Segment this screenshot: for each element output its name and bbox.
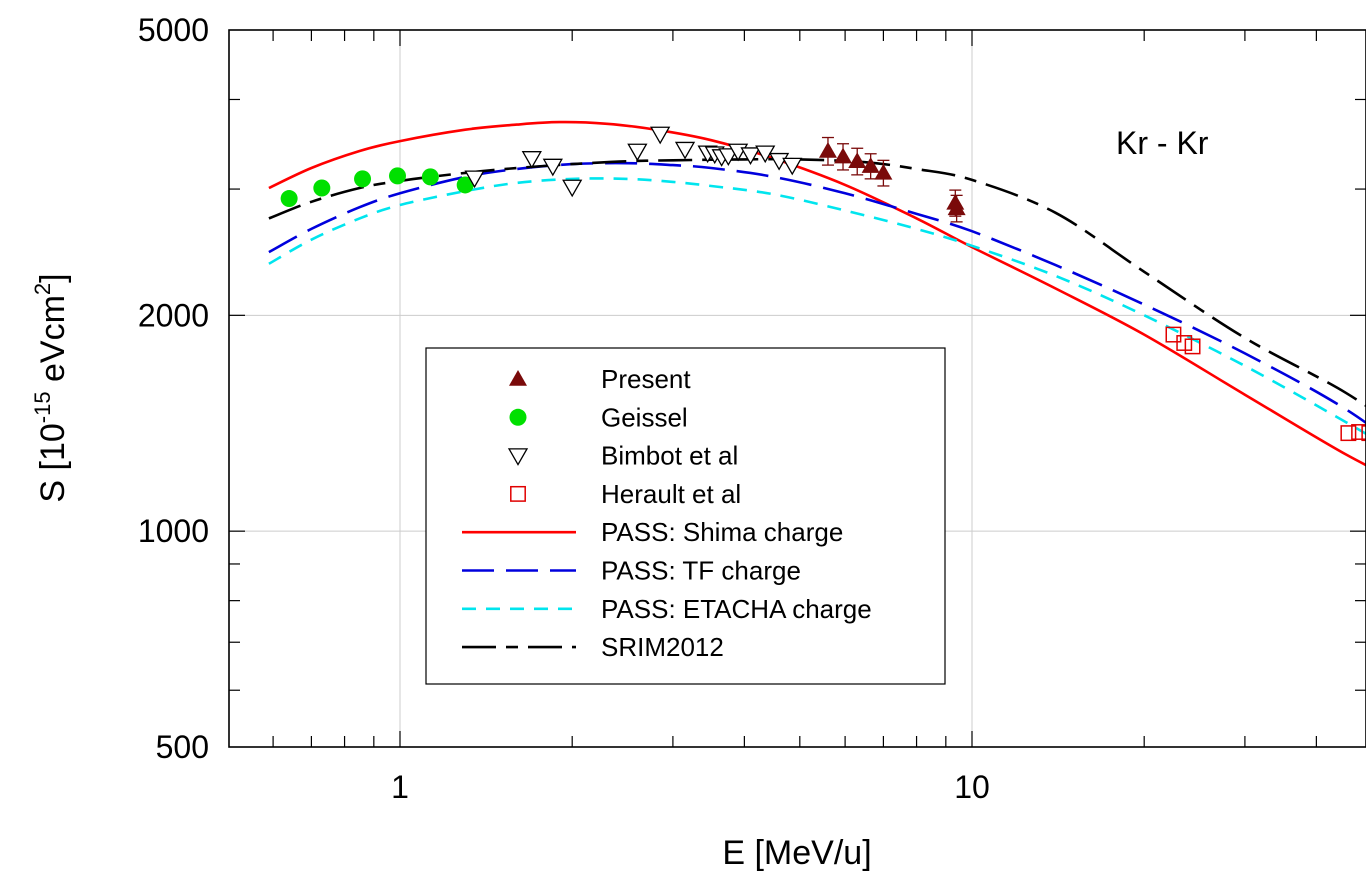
y-tick-label: 1000 [138, 513, 209, 549]
x-tick-label: 1 [391, 769, 409, 805]
legend-label-herault-et-al: Herault et al [601, 479, 741, 509]
data-point-herault-et-al [1361, 425, 1366, 442]
legend-marker-herault-et-al [510, 485, 526, 502]
data-point-present [861, 157, 880, 173]
minor-ticks [229, 30, 1366, 747]
data-point-geissel [421, 168, 439, 186]
data-point-geissel [354, 170, 372, 188]
data-point-present [818, 142, 837, 158]
legend-label-pass-shima-charge: PASS: Shima charge [601, 517, 843, 547]
plot-frame [228, 29, 1366, 748]
data-point-bimbot-et-al [650, 126, 671, 145]
y-tick-label: 5000 [138, 12, 209, 48]
legend-label-geissel: Geissel [601, 402, 688, 432]
data-point-geissel [313, 179, 331, 197]
data-point-geissel [389, 167, 407, 185]
legend-label-pass-tf-charge: PASS: TF charge [601, 556, 801, 586]
chart-annotation: Kr - Kr [1116, 125, 1209, 161]
data-point-geissel [280, 190, 298, 208]
data-point-geissel [456, 176, 474, 194]
legend-marker-present [509, 370, 527, 386]
data-point-bimbot-et-al [521, 151, 542, 169]
data-point-herault-et-al [1351, 424, 1366, 440]
legend-label-srim2012: SRIM2012 [601, 632, 724, 662]
data-point-present [874, 163, 893, 180]
legend-box [425, 347, 946, 685]
tick-labels: 1 10 500 1000 2000 5000 [138, 12, 990, 805]
data-point-present [848, 152, 867, 169]
data-point-present [947, 199, 966, 216]
x-axis-title: E [MeV/u] [722, 834, 871, 872]
legend-label-pass-etacha-charge: PASS: ETACHA charge [601, 594, 872, 624]
data-point-bimbot-et-al [674, 141, 696, 160]
data-point-herault-et-al [1165, 326, 1182, 343]
y-tick-label: 500 [156, 729, 209, 765]
legend-marker-geissel [509, 408, 527, 426]
series-line-pass-tf-charge [268, 161, 1366, 425]
data-point-present [834, 147, 853, 164]
data-point-bimbot-et-al [740, 147, 761, 166]
data-point-bimbot-et-al [782, 157, 803, 176]
data-point-bimbot-et-al [627, 143, 648, 162]
series-layer [268, 120, 1366, 467]
data-point-bimbot-et-al [768, 152, 790, 171]
legend-marker-bimbot-et-al [507, 448, 529, 466]
series-line-pass-etacha-charge [268, 177, 1366, 436]
data-point-bimbot-et-al [542, 158, 563, 177]
y-axis-title: S [10-15 eVcm2] [30, 273, 72, 502]
legend: Present Geissel Bimbot et al Herault et al P… [425, 347, 946, 685]
data-point-bimbot-et-al [562, 179, 583, 198]
legend-label-present: Present [601, 364, 691, 394]
x-tick-label: 10 [954, 769, 990, 805]
y-tick-label: 2000 [138, 297, 209, 333]
legend-label-bimbot-et-al: Bimbot et al [601, 441, 738, 471]
data-point-herault-et-al [1184, 338, 1201, 355]
data-point-herault-et-al [1340, 425, 1357, 442]
data-point-herault-et-al [1176, 335, 1193, 351]
data-point-bimbot-et-al [464, 170, 485, 189]
data-point-bimbot-et-al [718, 148, 739, 166]
